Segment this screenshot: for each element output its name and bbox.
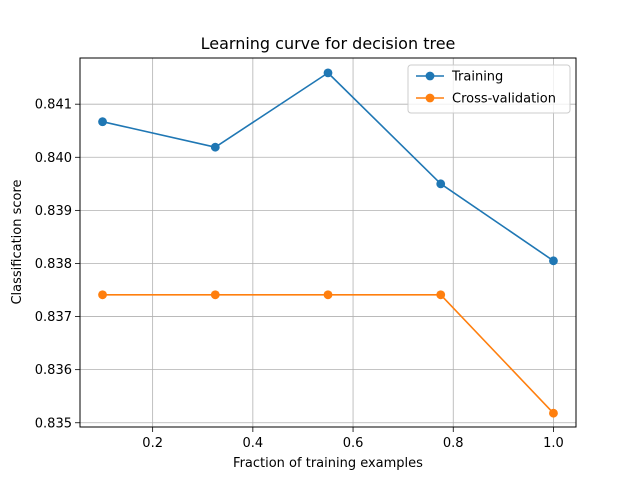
y-axis-ticks: 0.835 0.836 0.837 0.838 0.839 0.840 0.841: [35, 98, 80, 431]
legend-label-cross-validation: Cross-validation: [452, 92, 556, 107]
plot-frame: [79, 57, 577, 428]
data-point-cross-validation: [210, 290, 220, 300]
x-axis-ticks: 0.2 0.4 0.6 0.8 1.0: [142, 427, 564, 451]
data-point-training: [323, 68, 333, 78]
y-tick-label: 0.837: [35, 310, 72, 325]
data-point-training: [436, 179, 446, 189]
data-point-training: [98, 117, 107, 127]
y-tick-label: 0.840: [35, 151, 72, 166]
x-tick-label: 1.0: [543, 436, 564, 451]
grid-lines: [80, 58, 576, 427]
series-group: [98, 68, 558, 418]
chart-title: Learning curve for decision tree: [201, 34, 456, 53]
data-point-cross-validation: [323, 290, 333, 300]
data-point-training: [210, 142, 220, 152]
y-tick-label: 0.836: [35, 363, 72, 378]
legend-marker-training: [425, 71, 435, 81]
legend-box: [407, 64, 571, 114]
data-point-training: [549, 256, 558, 266]
y-axis-label: Classification score: [10, 179, 25, 304]
y-tick-label: 0.841: [35, 98, 72, 113]
x-tick-label: 0.4: [243, 436, 264, 451]
x-tick-label: 0.6: [343, 436, 364, 451]
data-point-cross-validation: [98, 290, 107, 300]
data-point-cross-validation: [549, 408, 558, 418]
data-point-cross-validation: [436, 290, 446, 300]
y-tick-label: 0.835: [35, 416, 72, 431]
y-tick-label: 0.839: [35, 204, 72, 219]
x-axis-label: Fraction of training examples: [233, 456, 423, 471]
x-tick-label: 0.8: [443, 436, 464, 451]
legend: Training Cross-validation: [407, 64, 571, 114]
x-tick-label: 0.2: [142, 436, 163, 451]
legend-marker-cross-validation: [425, 93, 435, 103]
y-tick-label: 0.838: [35, 257, 72, 272]
legend-label-training: Training: [451, 70, 503, 85]
